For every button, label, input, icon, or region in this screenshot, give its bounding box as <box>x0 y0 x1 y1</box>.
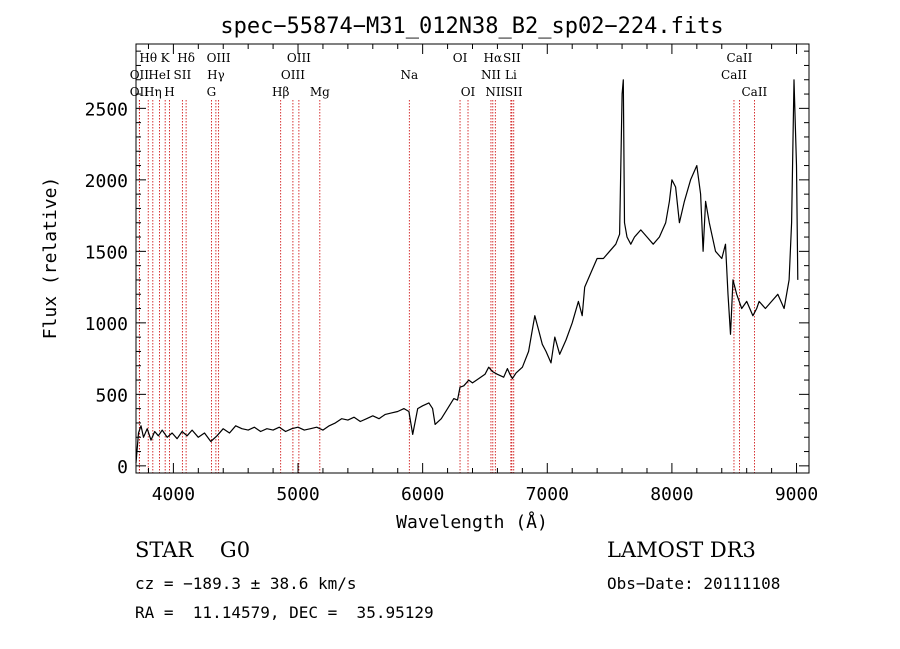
y-tick-label: 1000 <box>85 314 128 335</box>
redshift-text: cz = −189.3 ± 38.6 km/s <box>135 574 357 593</box>
x-tick-label: 5000 <box>276 484 319 505</box>
x-tick-label: 4000 <box>152 484 195 505</box>
line-marker-label: OI <box>453 51 468 65</box>
y-tick-label: 500 <box>95 385 128 406</box>
series-layer <box>135 79 799 464</box>
line-marker-label: OIII <box>287 51 311 65</box>
line-marker-label: CaII <box>741 85 767 99</box>
coordinates-text: RA = 11.14579, DEC = 35.95129 <box>135 603 434 622</box>
line-marker-label: OIII <box>207 51 231 65</box>
object-class-label: STAR G0 <box>135 538 251 562</box>
x-tick-label: 6000 <box>401 484 444 505</box>
line-marker-label: K <box>161 51 171 65</box>
y-axis: 0 500 1000 1500 2000 2500 <box>85 50 809 478</box>
chart-title: spec−55874−M31_012N38_B2_sp02−224.fits <box>220 14 723 39</box>
line-marker-label: SII <box>174 68 192 82</box>
x-tick-label: 8000 <box>650 484 693 505</box>
line-marker-label: OII <box>130 85 150 99</box>
emission-line-markers <box>138 100 755 473</box>
line-marker-label: Hη <box>144 85 162 99</box>
y-axis-label: Flux (relative) <box>40 177 61 340</box>
y-tick-label: 1500 <box>85 242 128 263</box>
survey-label: LAMOST DR3 <box>607 538 756 562</box>
line-marker-label: Hβ <box>272 85 289 99</box>
line-marker-label: Li <box>505 68 517 82</box>
line-marker-label: Hθ <box>139 51 157 65</box>
line-marker-label: CaII <box>727 51 753 65</box>
line-marker-label: NII <box>485 85 505 99</box>
x-tick-label: 7000 <box>526 484 569 505</box>
line-marker-label: OI <box>461 85 476 99</box>
line-marker-label: Hγ <box>207 68 225 82</box>
obs-date-text: Obs−Date: 20111108 <box>607 574 781 593</box>
x-tick-label: 9000 <box>775 484 818 505</box>
line-marker-label: Na <box>400 68 418 82</box>
line-marker-label: Mg <box>310 85 330 99</box>
x-axis-label: Wavelength (Å) <box>396 511 548 533</box>
plot-frame <box>135 43 810 474</box>
line-marker-label: HeI <box>148 68 171 82</box>
y-tick-label: 2000 <box>85 171 128 192</box>
spectrum-line <box>135 79 799 464</box>
line-marker-label: Hα <box>484 51 503 65</box>
line-marker-label: SII <box>505 85 523 99</box>
y-tick-label: 2500 <box>85 99 128 120</box>
line-marker-label: CaII <box>721 68 747 82</box>
line-marker-label: H <box>164 85 174 99</box>
line-marker-label: Hδ <box>177 51 195 65</box>
line-marker-label: SII <box>503 51 521 65</box>
line-marker-label: OII <box>130 68 150 82</box>
y-tick-label: 0 <box>117 457 128 478</box>
line-marker-label: OIII <box>281 68 305 82</box>
line-marker-label: NII <box>481 68 501 82</box>
line-marker-label: G <box>207 85 217 99</box>
x-axis: 4000 5000 6000 7000 8000 9000 <box>147 44 818 505</box>
